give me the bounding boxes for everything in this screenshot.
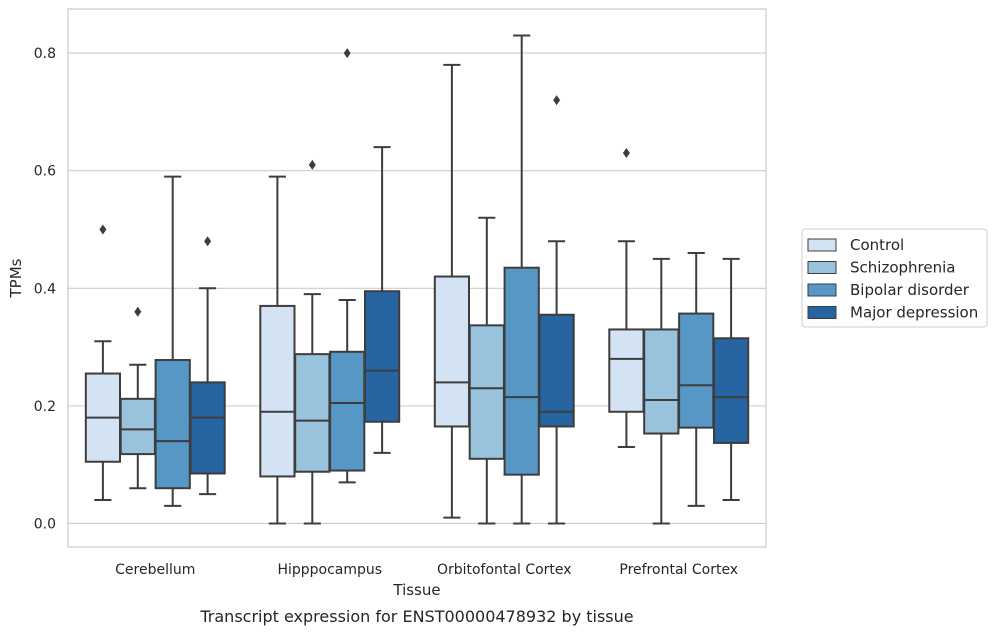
box-1-3	[363, 146, 401, 454]
legend-swatch	[807, 306, 837, 319]
box-body	[154, 359, 191, 490]
box-2-3	[538, 95, 575, 525]
box-body	[678, 312, 715, 429]
x-tick-label: Prefrontal Cortex	[619, 562, 738, 578]
box-0-1	[119, 306, 156, 490]
chart-caption: Transcript expression for ENST0000047893…	[199, 607, 633, 626]
y-tick-label: 0.4	[34, 281, 56, 297]
legend-swatch	[807, 238, 837, 252]
box-body	[189, 381, 226, 475]
legend-label: Control	[850, 236, 904, 254]
box-3-0	[608, 148, 645, 449]
box-2-2	[503, 34, 540, 525]
outlier-point	[553, 95, 561, 106]
box-body	[119, 397, 156, 456]
y-tick-label: 0.2	[34, 399, 56, 415]
box-0-3	[189, 236, 226, 496]
legend-frame	[801, 228, 988, 328]
legend-label: Bipolar disorder	[850, 281, 970, 299]
box-body	[329, 350, 366, 472]
outlier-point	[204, 236, 212, 247]
box-0-2	[154, 175, 191, 507]
x-tick-label: Cerebellum	[115, 562, 195, 578]
box-2-0	[433, 63, 471, 519]
outlier-point	[134, 306, 142, 317]
plot-frame	[67, 8, 767, 548]
box-1-2	[329, 48, 366, 484]
x-tick-label: Hipppocampus	[277, 562, 382, 578]
box-3-2	[678, 252, 715, 507]
y-tick-label: 0.8	[34, 46, 56, 62]
y-tick-label: 0.6	[34, 164, 56, 180]
outlier-point	[622, 148, 630, 159]
box-body	[608, 328, 645, 413]
boxes	[84, 34, 750, 525]
outlier-point	[308, 159, 316, 170]
y-tick-label: 0.0	[34, 516, 56, 532]
box-body	[363, 290, 401, 423]
box-1-1	[294, 159, 331, 525]
box-body	[712, 337, 750, 444]
box-0-0	[84, 224, 122, 501]
box-2-1	[468, 216, 505, 525]
legend-swatch	[807, 283, 837, 297]
x-axis-label: Tissue	[392, 581, 440, 599]
box-body	[294, 353, 331, 473]
outlier-point	[343, 48, 351, 59]
box-1-0	[259, 175, 296, 525]
box-3-3	[712, 257, 750, 501]
y-axis-ticks: 0.0 0.2 0.4 0.6 0.8	[34, 46, 56, 532]
box-body	[468, 324, 505, 460]
legend-swatch	[807, 261, 837, 274]
box-3-1	[643, 257, 680, 525]
x-tick-label: Orbitofontal Cortex	[437, 562, 572, 578]
box-body	[433, 275, 471, 428]
outlier-point	[99, 224, 107, 235]
box-body	[503, 266, 540, 476]
x-axis-ticks: Cerebellum Hipppocampus Orbitofontal Corte…	[115, 562, 738, 578]
y-axis-label: TPMs	[7, 258, 25, 298]
legend: Control Schizophrenia Bipolar disorder Majo…	[801, 228, 988, 328]
box-body	[259, 304, 296, 478]
legend-label: Major depression	[850, 304, 978, 322]
box-body	[643, 328, 680, 435]
box-body	[538, 313, 575, 428]
legend-label: Schizophrenia	[850, 259, 955, 277]
